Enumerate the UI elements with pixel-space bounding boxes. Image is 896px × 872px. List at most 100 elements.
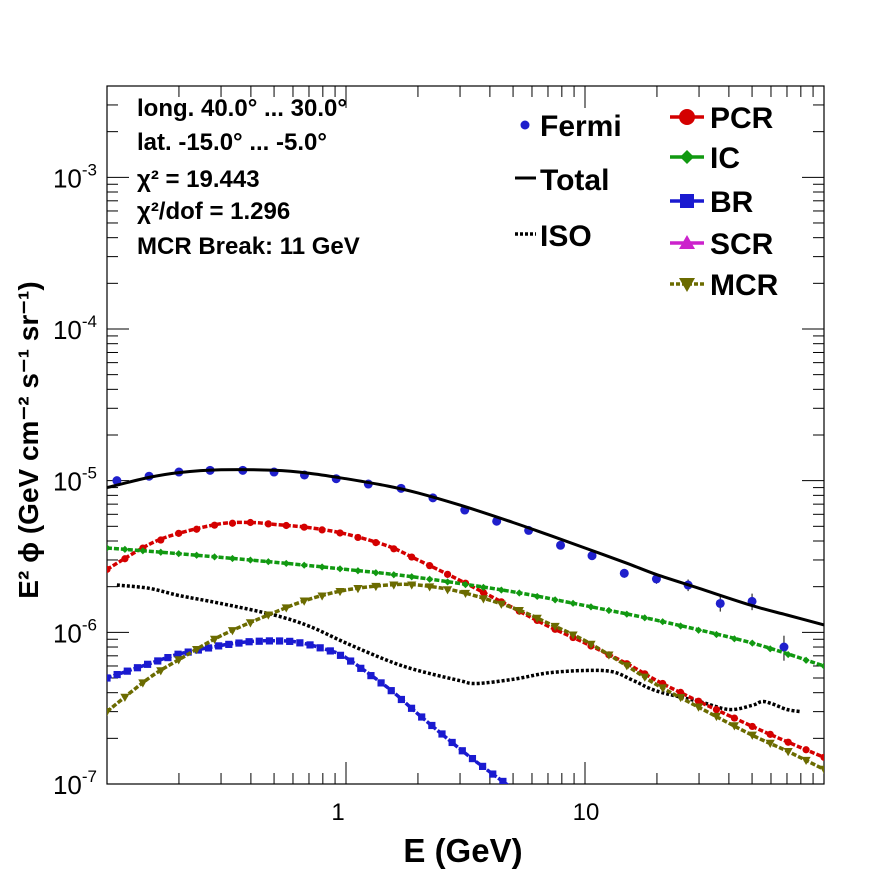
- y-tick-labels: 10-7 10-6 10-5 10-4 10-3: [53, 160, 97, 800]
- mcr-marker: [174, 656, 184, 665]
- x-tick-label: 10: [573, 799, 600, 826]
- legend-label-iso: ISO: [540, 220, 592, 253]
- br-marker: [275, 637, 284, 645]
- ic-marker: [246, 556, 254, 564]
- mcr-marker: [263, 611, 273, 620]
- br-marker: [499, 777, 507, 784]
- br-marker: [296, 639, 304, 647]
- br-marker: [418, 713, 426, 721]
- y-axis-label: E² ϕ (GeV cm⁻² s⁻¹ sr⁻¹): [13, 281, 44, 598]
- mcr-marker: [532, 614, 542, 624]
- br-marker: [468, 754, 477, 763]
- ic-marker: [677, 622, 685, 630]
- ic-marker: [300, 561, 308, 569]
- br-marker: [184, 648, 192, 656]
- ic-marker: [282, 559, 290, 568]
- mcr-marker: [353, 585, 363, 594]
- legend-left: Fermi Total ISO: [515, 110, 622, 253]
- legend-label-br: BR: [710, 186, 754, 219]
- mcr-marker: [317, 592, 327, 601]
- mcr-marker: [245, 619, 255, 628]
- br-marker: [225, 640, 233, 648]
- info-line: χ²/dof = 1.296: [137, 198, 290, 225]
- mcr-marker: [622, 662, 632, 671]
- pcr-marker: [784, 738, 792, 746]
- mcr-marker: [765, 739, 775, 748]
- br-marker: [154, 657, 162, 665]
- br-marker: [113, 670, 121, 679]
- legend-marker-ic: [680, 150, 694, 164]
- pcr-marker: [748, 722, 756, 731]
- pcr-marker: [694, 697, 703, 705]
- x-tick-label: 1: [331, 799, 344, 826]
- ic-marker: [461, 581, 470, 589]
- br-marker: [428, 721, 436, 730]
- pcr-marker: [354, 533, 362, 542]
- mcr-marker: [478, 595, 489, 604]
- ic-marker: [659, 618, 667, 626]
- ic-marker: [139, 547, 147, 555]
- pcr-marker: [175, 529, 183, 537]
- mcr-marker: [442, 586, 453, 595]
- mcr-marker: [120, 693, 130, 702]
- info-line: long. 40.0° ... 30.0°: [137, 95, 347, 122]
- ic-marker: [157, 548, 165, 556]
- fermi-point: [779, 642, 789, 652]
- legend-marker-mcr: [679, 278, 695, 292]
- mcr-marker: [819, 765, 824, 774]
- ic-marker: [264, 558, 272, 566]
- ic-marker: [193, 551, 201, 559]
- br-marker: [367, 672, 375, 680]
- info-line: χ² = 19.443: [137, 166, 260, 193]
- pcr-marker: [712, 706, 721, 714]
- mcr-marker: [640, 673, 650, 682]
- ic-marker: [479, 583, 488, 591]
- ic-marker: [748, 639, 756, 647]
- mcr-marker: [460, 589, 471, 599]
- mcr-marker: [281, 604, 291, 613]
- br-marker: [286, 637, 294, 645]
- br-marker: [123, 667, 131, 675]
- mcr-marker: [192, 646, 202, 655]
- br-marker: [347, 657, 355, 665]
- mcr-marker: [693, 703, 704, 712]
- ic-marker: [336, 565, 344, 573]
- pcr-marker: [372, 539, 380, 547]
- legend-label-scr: SCR: [710, 228, 774, 261]
- mcr-marker: [604, 651, 614, 660]
- pcr-marker: [820, 753, 824, 761]
- mcr-marker: [371, 582, 381, 592]
- legend-right: PCR IC BR SCR MCR: [670, 102, 779, 302]
- br-marker: [144, 660, 152, 668]
- pcr-marker: [193, 525, 201, 533]
- legend-label-total: Total: [540, 164, 609, 197]
- pcr-marker: [228, 519, 237, 527]
- ic-marker: [318, 563, 326, 571]
- y-tick-label: 10-4: [53, 312, 97, 345]
- br-marker: [397, 695, 405, 704]
- pcr-marker: [318, 526, 326, 534]
- y-tick-label: 10-3: [53, 160, 97, 193]
- legend-label-ic: IC: [710, 142, 740, 175]
- ic-marker: [372, 569, 380, 577]
- info-line: MCR Break: 11 GeV: [137, 233, 360, 260]
- mcr-marker: [138, 679, 148, 688]
- mcr-marker: [747, 731, 757, 740]
- fermi-point: [556, 540, 566, 550]
- br-marker: [357, 664, 365, 672]
- br-marker: [326, 647, 334, 655]
- total-line: [107, 468, 824, 627]
- mcr-line: [107, 582, 824, 771]
- y-tick-label: 10-7: [53, 767, 97, 800]
- pcr-marker: [479, 588, 488, 597]
- br-marker: [215, 642, 223, 650]
- pcr-marker: [300, 523, 308, 531]
- ic-marker: [784, 650, 792, 659]
- mcr-marker: [711, 712, 722, 722]
- x-axis-label: E (GeV): [403, 832, 522, 869]
- pcr-marker: [121, 555, 129, 563]
- ic-marker: [443, 578, 452, 586]
- br-marker: [235, 639, 243, 647]
- mcr-marker: [335, 587, 345, 597]
- br-marker: [438, 730, 446, 738]
